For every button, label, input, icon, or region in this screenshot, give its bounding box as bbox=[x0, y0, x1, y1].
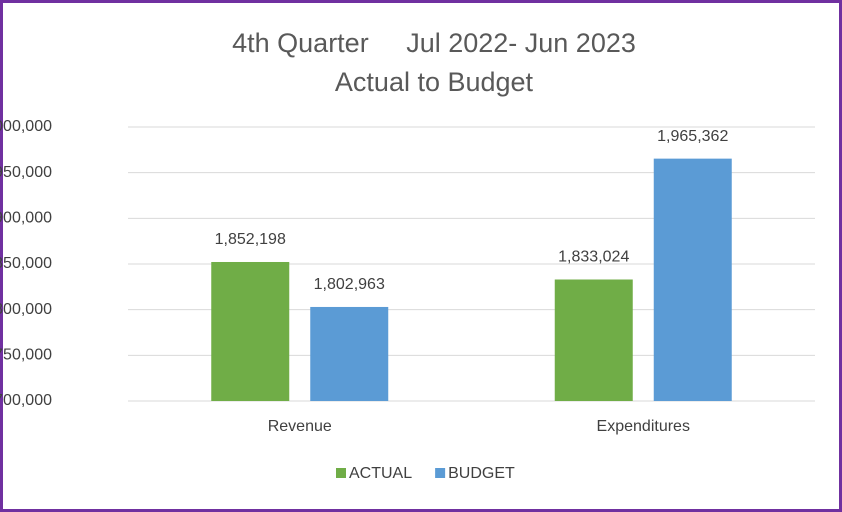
chart-title: 4th Quarter Jul 2022- Jun 2023 bbox=[232, 28, 636, 58]
x-tick-label: Expenditures bbox=[597, 418, 690, 435]
y-tick-label: 1,700,000 bbox=[0, 392, 52, 409]
x-tick-label: Revenue bbox=[268, 418, 332, 435]
legend-label: BUDGET bbox=[448, 465, 515, 482]
data-label: 1,965,362 bbox=[657, 128, 728, 145]
bar bbox=[554, 279, 633, 401]
legend-swatch bbox=[336, 468, 346, 478]
bar bbox=[211, 261, 290, 401]
chart-subtitle: Actual to Budget bbox=[335, 67, 534, 97]
data-label: 1,802,963 bbox=[314, 276, 385, 293]
y-tick-label: 1,750,000 bbox=[0, 347, 52, 364]
legend-label: ACTUAL bbox=[349, 465, 412, 482]
y-tick-label: 1,800,000 bbox=[0, 301, 52, 318]
y-tick-label: 1,950,000 bbox=[0, 164, 52, 181]
bar bbox=[653, 158, 732, 401]
y-tick-label: 1,900,000 bbox=[0, 210, 52, 227]
data-label: 1,852,198 bbox=[215, 231, 286, 248]
y-tick-label: 1,850,000 bbox=[0, 255, 52, 272]
data-label: 1,833,024 bbox=[558, 249, 629, 266]
legend-swatch bbox=[435, 468, 446, 478]
bar bbox=[310, 306, 389, 401]
y-tick-label: 2,000,000 bbox=[0, 118, 52, 135]
